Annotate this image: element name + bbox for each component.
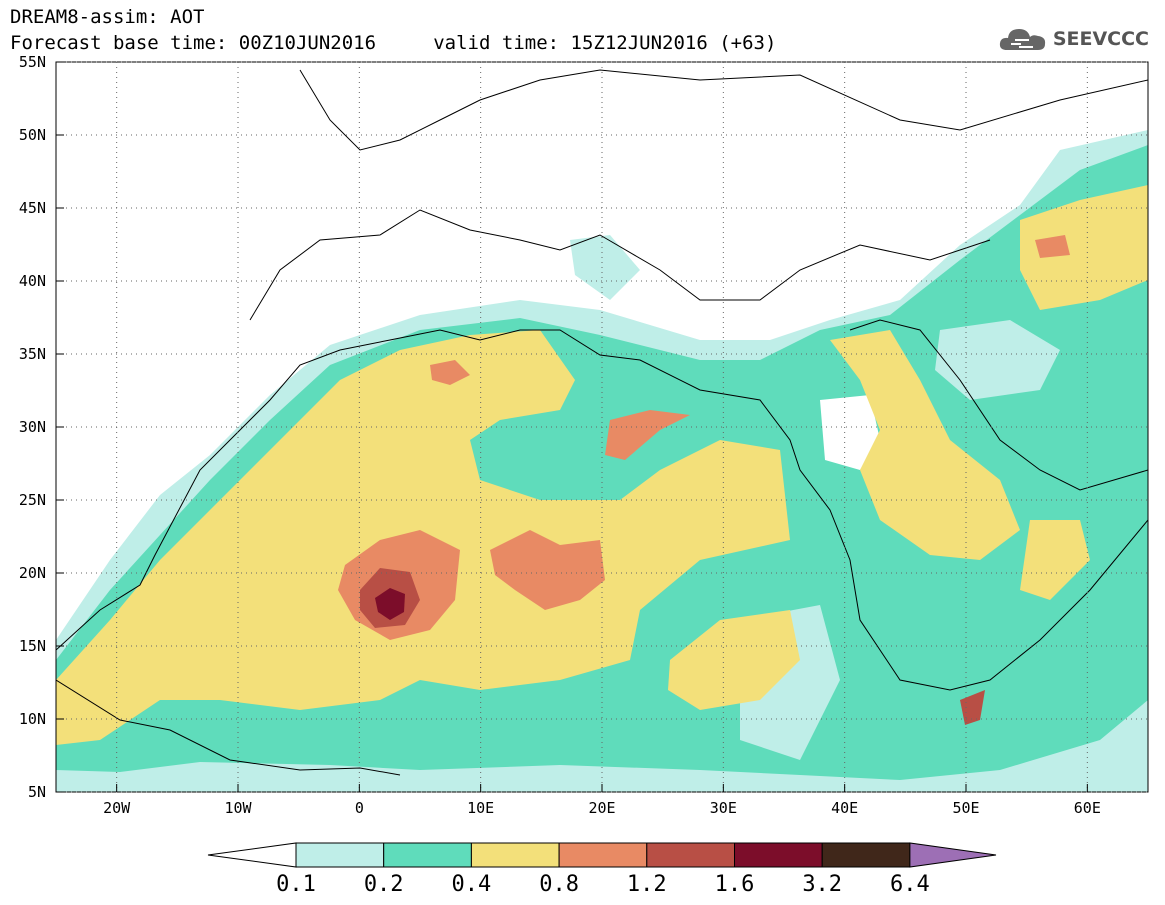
lon-label: 50E [952,799,980,817]
lat-label: 40N [18,272,46,290]
colorbar-swatch [821,842,911,868]
aot-contour-01b [570,235,640,300]
aot-contour-04-oman [1020,520,1090,600]
colorbar-level-label: 0.8 [539,872,579,897]
colorbar-level-label: 0.2 [363,872,404,897]
seevccc-logo: SEEVCCC [997,24,1149,54]
colorbar-over-triangle [909,842,997,868]
lat-label: 45N [18,199,46,217]
lon-label: 10W [224,799,252,817]
lat-label: 35N [18,345,46,363]
aot-contour-08-e [960,690,985,725]
map-title: DREAM8-assim: AOT [10,6,205,28]
colorbar-level-label: 6.4 [890,872,930,897]
lat-label: 15N [18,637,46,655]
aot-contour-08-f [1035,235,1070,258]
lat-label: 30N [18,418,46,436]
colorbar-swatch [295,842,385,868]
aot-contour-16 [375,588,405,620]
lat-label: 20N [18,564,46,582]
lon-label: 10E [467,799,495,817]
aot-contour-08-b [490,530,605,610]
colorbar-swatch [558,842,648,868]
lon-label: 20E [588,799,616,817]
lon-label: 40E [831,799,859,817]
graticule [56,61,1148,793]
lon-label: 30E [709,799,737,817]
cloud-icon [999,29,1045,50]
colorbar-level-label: 1.2 [626,872,667,897]
lon-label: 60E [1073,799,1101,817]
aot-contour-04-arabia [830,330,1020,560]
colorbar [207,842,997,868]
lon-label: 0 [354,799,364,817]
forecast-times: Forecast base time: 00Z10JUN2016 valid t… [10,32,777,54]
colorbar-under-triangle [207,842,297,868]
aot-contour-04-caspian [1020,185,1148,310]
colorbar-swatch [383,842,472,868]
lat-label: 50N [18,126,46,144]
logo-text: SEEVCCC [1052,28,1149,50]
lat-label: 55N [18,53,46,71]
lon-label: 20W [103,799,131,817]
colorbar-level-label: 0.1 [276,872,316,897]
coastlines [56,69,1148,776]
colorbar-swatch [646,842,735,868]
colorbar-level-label: 1.6 [714,872,755,897]
aot-clear-area-2 [935,320,1060,400]
lat-label: 5N [27,783,46,801]
aot-contour-04-east [668,610,800,710]
lat-label: 25N [18,491,46,509]
colorbar-level-label: 3.2 [802,872,843,897]
colorbar-swatch [734,842,823,868]
aot-clear-area [820,395,880,470]
colorbar-swatch [470,842,560,868]
colorbar-level-label: 0.4 [451,872,492,897]
aot-contour-08-d [605,410,690,460]
axis-ticks [56,61,1088,793]
aot-contour-08-c [430,360,470,385]
lat-label: 10N [18,710,46,728]
